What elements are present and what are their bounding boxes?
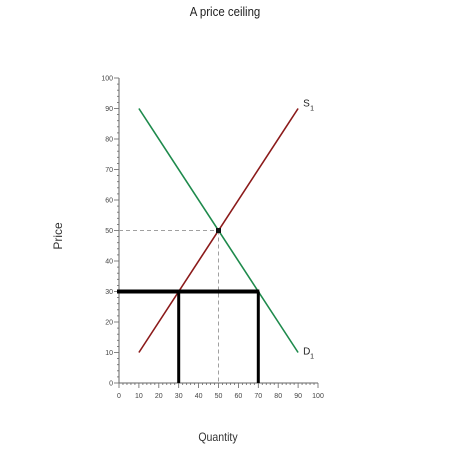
y-tick-label: 90 (105, 106, 113, 113)
y-tick-label: 100 (101, 76, 113, 83)
y-tick-label: 30 (105, 289, 113, 296)
x-tick-label: 60 (235, 393, 243, 400)
s1-label-subscript: 1 (310, 106, 314, 113)
x-tick-label: 90 (294, 393, 302, 400)
y-tick-label: 20 (105, 320, 113, 327)
y-tick-label: 60 (105, 198, 113, 205)
equilibrium-point (216, 228, 221, 233)
x-tick-label: 30 (175, 393, 183, 400)
y-tick-label: 10 (105, 350, 113, 357)
x-tick-label: 20 (155, 393, 163, 400)
x-tick-label: 40 (195, 393, 203, 400)
x-tick-label: 80 (274, 393, 282, 400)
x-tick-label: 10 (135, 393, 143, 400)
s1-label: S (303, 99, 310, 110)
x-axis-label: Quantity (198, 430, 238, 444)
y-tick-label: 70 (105, 167, 113, 174)
d1-label: D (303, 347, 310, 358)
x-tick-label: 0 (117, 393, 121, 400)
y-tick-label: 80 (105, 137, 113, 144)
y-tick-label: 0 (109, 381, 113, 388)
x-tick-label: 70 (254, 393, 262, 400)
y-tick-label: 50 (105, 228, 113, 235)
y-tick-label: 40 (105, 259, 113, 266)
x-tick-label: 100 (312, 393, 324, 400)
d1-label-subscript: 1 (310, 354, 314, 361)
x-tick-label: 50 (215, 393, 223, 400)
chart-title: A price ceiling (189, 4, 261, 19)
